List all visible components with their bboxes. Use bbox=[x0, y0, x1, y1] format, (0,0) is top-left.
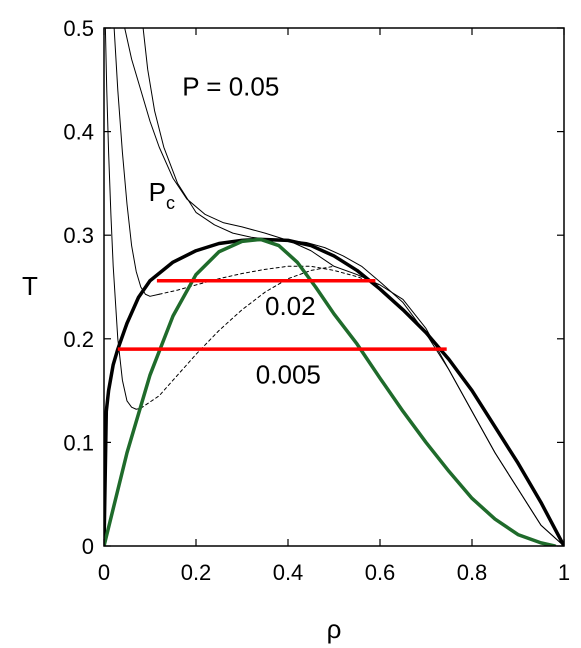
y-tick-label: 0.3 bbox=[63, 223, 94, 248]
annotation-pc-text: P bbox=[149, 177, 166, 207]
annotation-layer: P = 0.05 Pc 0.02 0.005 bbox=[149, 71, 321, 389]
x-tick-label: 0.8 bbox=[457, 560, 488, 585]
y-tick-label: 0.5 bbox=[63, 16, 94, 41]
y-tick-label: 0.4 bbox=[63, 120, 94, 145]
annotation-p002: 0.02 bbox=[265, 291, 316, 321]
annotation-p005: P = 0.05 bbox=[182, 71, 279, 101]
x-tick-label: 0 bbox=[98, 560, 110, 585]
annotation-p002-text: 0.02 bbox=[265, 291, 316, 321]
x-tick-label: 1 bbox=[558, 560, 570, 585]
y-tick-label: 0.1 bbox=[63, 430, 94, 455]
series-isotherm-p0005-metastable bbox=[140, 265, 335, 409]
series-binodal bbox=[104, 237, 564, 546]
annotation-p0005-text: 0.005 bbox=[256, 359, 321, 389]
series-spinodal bbox=[104, 237, 557, 546]
x-tick-label: 0.6 bbox=[365, 560, 396, 585]
annotation-p0005: 0.005 bbox=[256, 359, 321, 389]
y-axis-label: T bbox=[22, 271, 38, 301]
x-tick-label: 0.2 bbox=[181, 560, 212, 585]
y-tick-label: 0.2 bbox=[63, 327, 94, 352]
annotation-p005-text: P = 0.05 bbox=[182, 71, 279, 101]
y-tick-label: 0 bbox=[82, 534, 94, 559]
series-isotherm-p002 bbox=[113, 28, 160, 297]
annotation-pc-subscript: c bbox=[166, 193, 175, 213]
series-layer bbox=[104, 28, 564, 546]
plot-frame bbox=[103, 27, 565, 547]
x-axis-label: ρ bbox=[327, 614, 342, 644]
x-tick-label: 0.4 bbox=[273, 560, 304, 585]
series-isotherm-pc bbox=[142, 28, 564, 546]
annotation-pc: Pc bbox=[149, 177, 175, 213]
tick-layer: 0 0.2 0.4 0.6 0.8 1 0 0.1 0.2 0.3 0.4 0.5 bbox=[63, 16, 570, 585]
series-isotherm-p0005 bbox=[104, 28, 142, 410]
